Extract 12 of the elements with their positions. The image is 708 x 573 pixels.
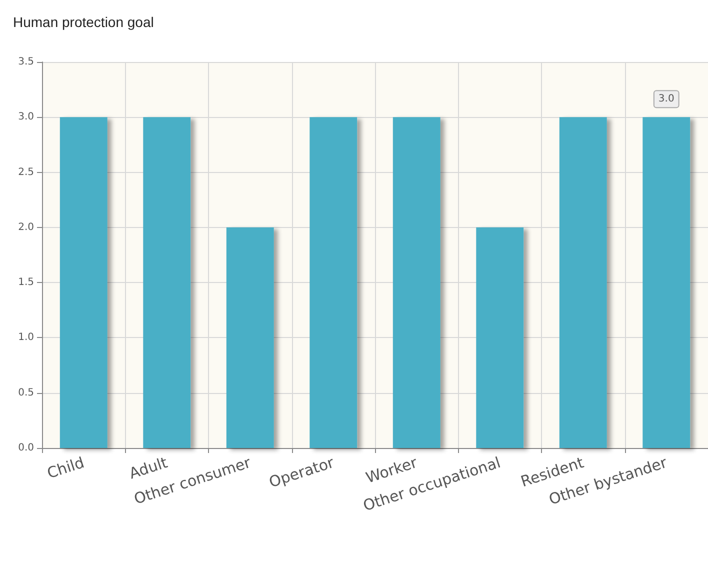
x-tick-label: Adult bbox=[126, 453, 170, 483]
y-tick-label: 0.5 bbox=[18, 387, 34, 398]
y-tick-label: 1.5 bbox=[18, 277, 34, 288]
y-tick-label: 1.0 bbox=[18, 332, 34, 344]
y-tick-label: 2.5 bbox=[18, 166, 34, 178]
y-tick-label: 2.0 bbox=[18, 222, 34, 233]
x-tick-label: Child bbox=[44, 453, 86, 482]
y-tick-label: 3.5 bbox=[18, 56, 34, 68]
y-tick-label: 3.0 bbox=[18, 112, 34, 123]
chart-title: Human protection goal bbox=[13, 14, 154, 30]
y-tick-label: 0.0 bbox=[18, 442, 34, 454]
data-label: 3.0 bbox=[658, 94, 674, 105]
